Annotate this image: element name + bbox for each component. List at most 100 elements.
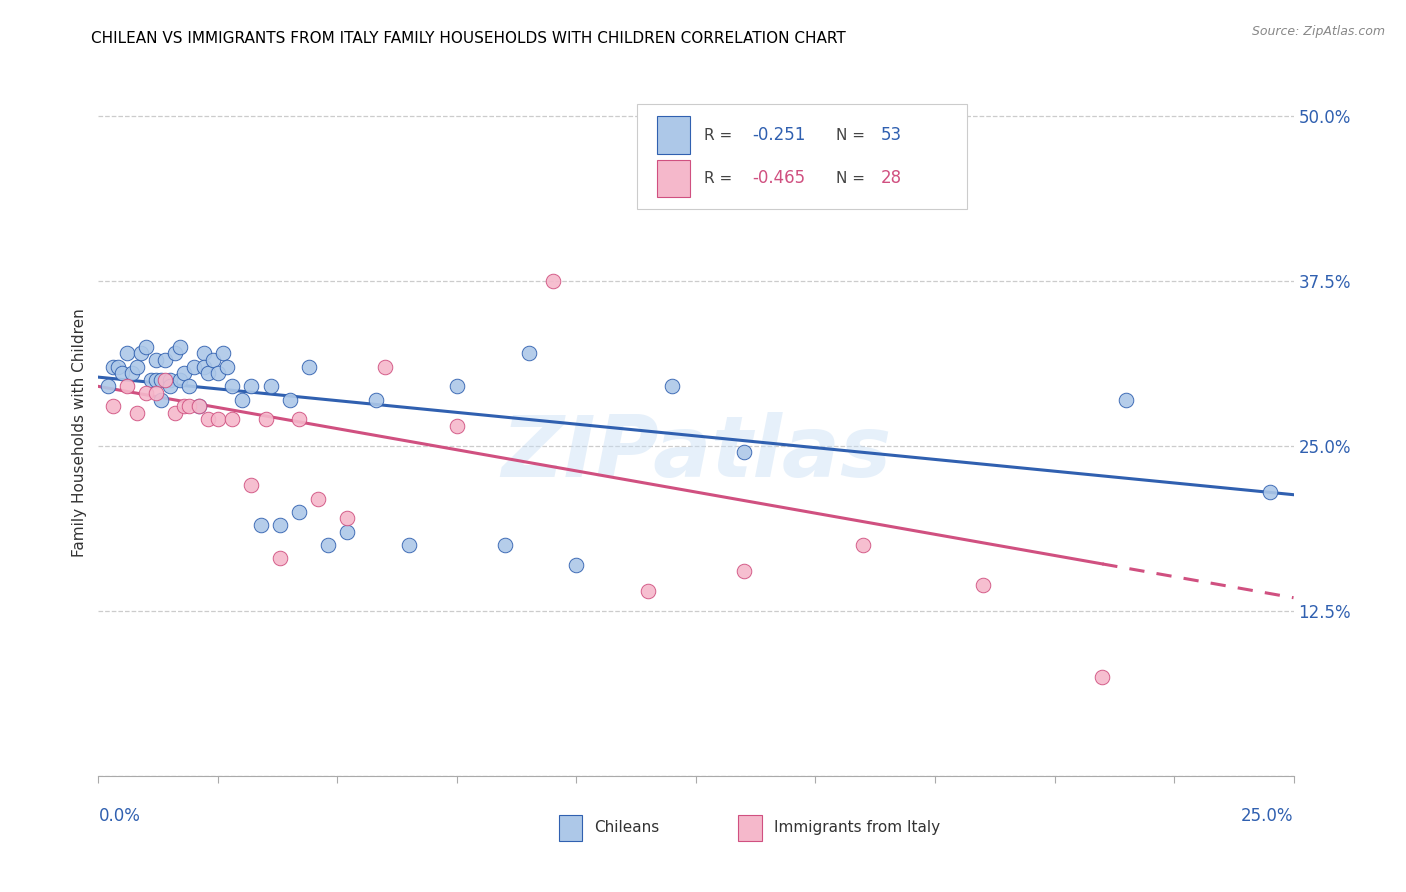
Point <box>115 346 138 360</box>
Point <box>364 392 387 407</box>
Point <box>217 359 239 374</box>
Point <box>101 359 124 374</box>
Point <box>828 142 851 156</box>
Point <box>446 379 468 393</box>
Point <box>115 379 138 393</box>
Text: Chileans: Chileans <box>595 820 659 835</box>
Point <box>111 366 134 380</box>
Point <box>207 412 229 426</box>
Point <box>278 392 301 407</box>
Point <box>852 538 875 552</box>
Point <box>155 353 177 368</box>
Point <box>187 399 209 413</box>
Text: R =: R = <box>704 171 738 186</box>
Point <box>733 445 755 459</box>
Text: 0.0%: 0.0% <box>98 807 141 825</box>
Point <box>101 399 124 413</box>
Point <box>139 373 162 387</box>
Point <box>145 386 167 401</box>
Point <box>494 538 516 552</box>
Point <box>131 346 153 360</box>
Point <box>169 340 191 354</box>
Point <box>307 491 329 506</box>
Point <box>637 584 659 599</box>
Point <box>211 346 233 360</box>
Point <box>259 379 281 393</box>
Point <box>97 379 120 393</box>
Text: Immigrants from Italy: Immigrants from Italy <box>773 820 939 835</box>
Point <box>207 366 229 380</box>
Point <box>972 577 994 591</box>
Bar <box>657 116 690 154</box>
Point <box>173 366 195 380</box>
Point <box>145 353 167 368</box>
Point <box>135 340 157 354</box>
Point <box>193 346 215 360</box>
Point <box>183 359 205 374</box>
Text: R =: R = <box>704 128 738 143</box>
Point <box>155 373 177 387</box>
Point <box>163 406 186 420</box>
Y-axis label: Family Households with Children: Family Households with Children <box>72 309 87 557</box>
Point <box>298 359 321 374</box>
Point <box>163 346 186 360</box>
Point <box>565 558 588 572</box>
Bar <box>738 814 762 840</box>
Text: Source: ZipAtlas.com: Source: ZipAtlas.com <box>1251 25 1385 38</box>
Point <box>254 412 277 426</box>
Point <box>145 373 167 387</box>
Point <box>197 412 219 426</box>
Point <box>125 359 148 374</box>
Point <box>221 379 243 393</box>
Point <box>135 386 157 401</box>
Bar <box>558 814 582 840</box>
Point <box>661 379 683 393</box>
Point <box>197 366 219 380</box>
Point <box>1258 485 1281 500</box>
Point <box>288 505 311 519</box>
Point <box>149 373 172 387</box>
Point <box>288 412 311 426</box>
Point <box>193 359 215 374</box>
Point <box>316 538 339 552</box>
Point <box>125 406 148 420</box>
Text: 53: 53 <box>882 127 903 145</box>
Point <box>179 379 201 393</box>
Point <box>446 419 468 434</box>
Point <box>517 346 540 360</box>
Text: N =: N = <box>835 171 870 186</box>
Point <box>374 359 396 374</box>
Point <box>733 564 755 578</box>
Point <box>231 392 253 407</box>
Point <box>187 399 209 413</box>
Text: 28: 28 <box>882 169 903 187</box>
Point <box>173 399 195 413</box>
Point <box>107 359 129 374</box>
Text: N =: N = <box>835 128 870 143</box>
Text: -0.251: -0.251 <box>752 127 806 145</box>
Point <box>121 366 143 380</box>
Point <box>240 478 263 492</box>
Point <box>159 379 181 393</box>
Point <box>221 412 243 426</box>
Point <box>1115 392 1137 407</box>
Point <box>179 399 201 413</box>
Bar <box>657 160 690 197</box>
Text: CHILEAN VS IMMIGRANTS FROM ITALY FAMILY HOUSEHOLDS WITH CHILDREN CORRELATION CHA: CHILEAN VS IMMIGRANTS FROM ITALY FAMILY … <box>91 31 846 46</box>
Point <box>169 373 191 387</box>
Point <box>269 518 291 533</box>
Point <box>269 551 291 566</box>
Point <box>159 373 181 387</box>
Point <box>398 538 420 552</box>
Point <box>1091 670 1114 684</box>
Point <box>336 524 359 539</box>
Text: -0.465: -0.465 <box>752 169 806 187</box>
Point <box>149 392 172 407</box>
Point <box>202 353 225 368</box>
FancyBboxPatch shape <box>637 103 967 209</box>
Text: ZIPatlas: ZIPatlas <box>501 412 891 495</box>
Point <box>336 511 359 525</box>
Point <box>250 518 273 533</box>
Point <box>240 379 263 393</box>
Point <box>541 274 564 288</box>
